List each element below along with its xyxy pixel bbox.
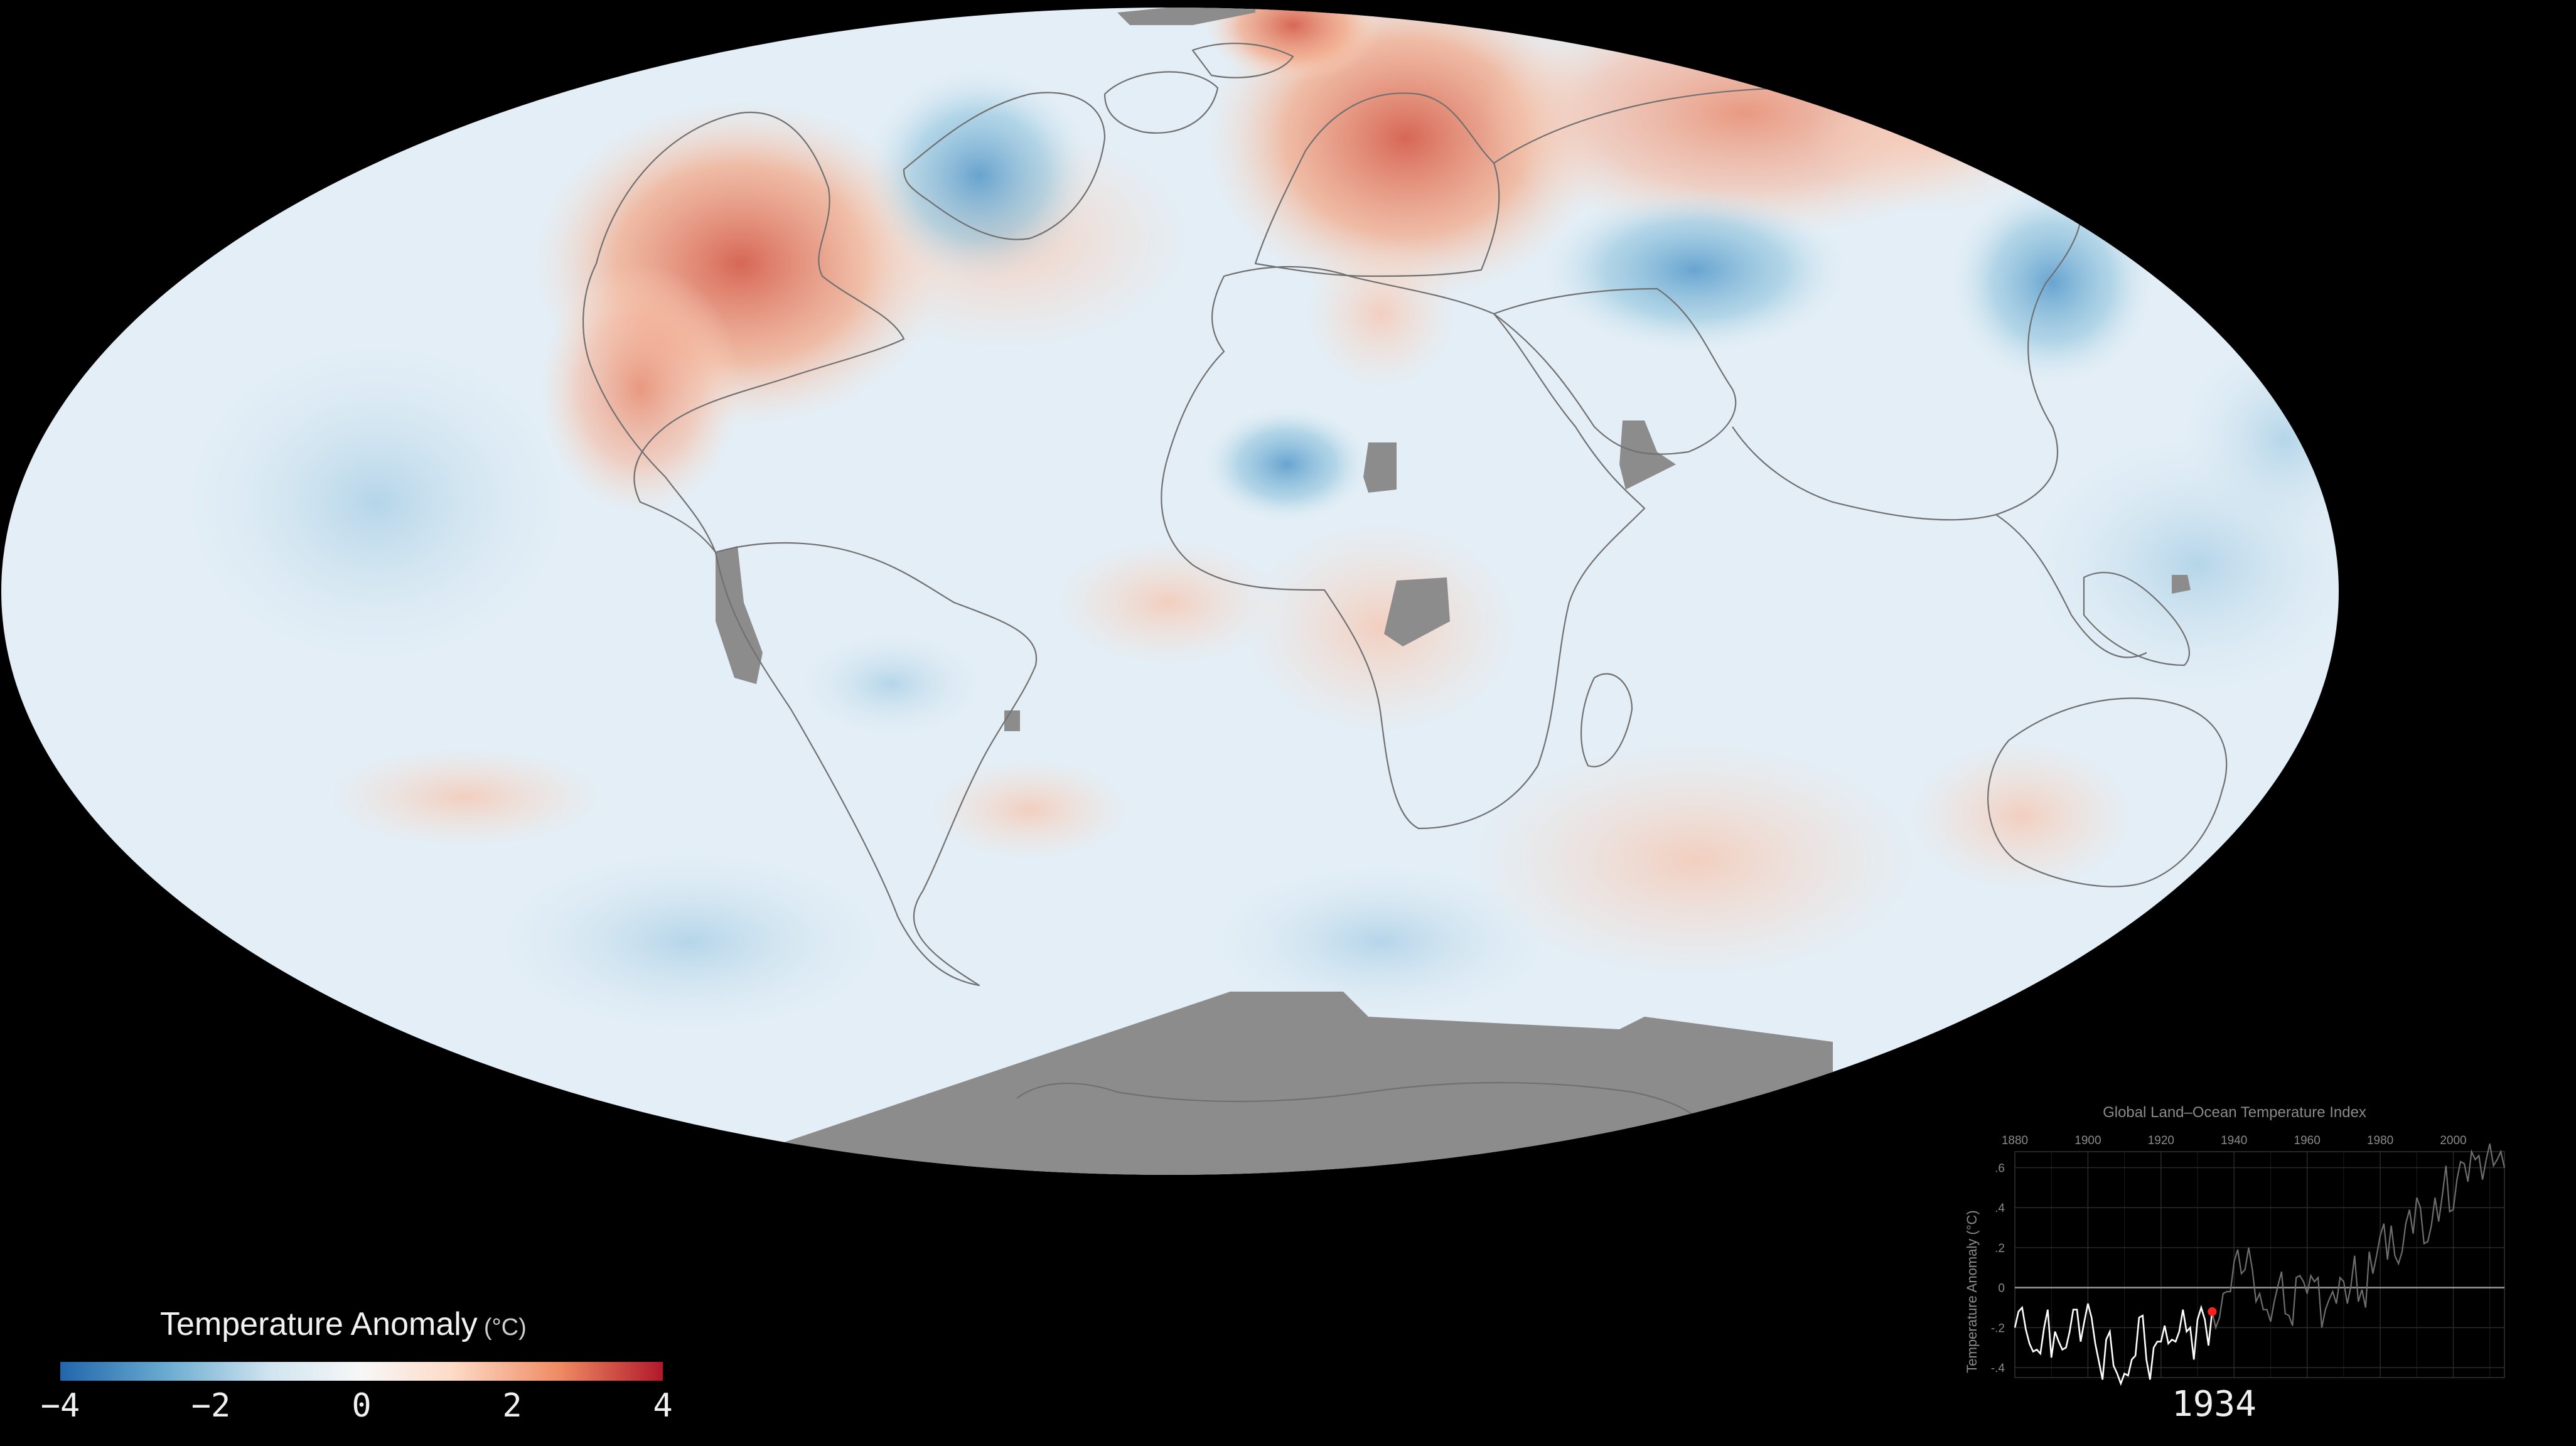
temperature-legend: Temperature Anomaly (°C) −4 −2 0 2 4	[38, 1305, 678, 1431]
inset-x-tick-1920: 1920	[2148, 1134, 2174, 1147]
legend-tick-0: 0	[352, 1387, 372, 1425]
inset-x-tick-1900: 1900	[2074, 1134, 2101, 1147]
inset-series-past	[2014, 1303, 2213, 1386]
legend-unit: (°C)	[483, 1314, 527, 1341]
inset-line-chart: 1880 1900 1920 1940 1960 1980 2000 .6 .4 .2 0 -.2 -.…	[1991, 1134, 2506, 1386]
inset-x-tick-1940: 1940	[2221, 1134, 2247, 1147]
inset-x-tick-1960: 1960	[2294, 1134, 2321, 1147]
inset-x-tick-1980: 1980	[2367, 1134, 2393, 1147]
legend-tick-minus2: −2	[191, 1387, 231, 1425]
inset-y-tick: .2	[1995, 1242, 2005, 1255]
inset-y-tick: .6	[1995, 1162, 2005, 1175]
legend-tick-4: 4	[653, 1387, 673, 1425]
coastlines	[582, 42, 2228, 1155]
inset-x-tick-2000: 2000	[2440, 1134, 2466, 1147]
inset-y-tick: -.4	[1991, 1362, 2005, 1375]
temperature-index-inset: Global Land–Ocean Temperature Index Temp…	[1952, 1095, 2517, 1422]
inset-y-tick: -.2	[1991, 1322, 2005, 1335]
legend-title-text: Temperature Anomaly	[160, 1306, 478, 1342]
legend-tick-2: 2	[502, 1387, 522, 1425]
legend-title: Temperature Anomaly (°C)	[160, 1305, 527, 1343]
inset-series-future	[2211, 1143, 2506, 1331]
legend-tick-minus4: −4	[40, 1387, 80, 1425]
inset-current-year-marker	[2208, 1307, 2217, 1316]
inset-y-tick: .4	[1995, 1202, 2005, 1215]
inset-title: Global Land–Ocean Temperature Index	[2103, 1104, 2366, 1121]
legend-color-bar	[60, 1362, 663, 1381]
inset-x-tick-1880: 1880	[2002, 1134, 2028, 1147]
inset-y-tick: 0	[1998, 1282, 2005, 1295]
current-year: 1934	[2172, 1384, 2257, 1425]
